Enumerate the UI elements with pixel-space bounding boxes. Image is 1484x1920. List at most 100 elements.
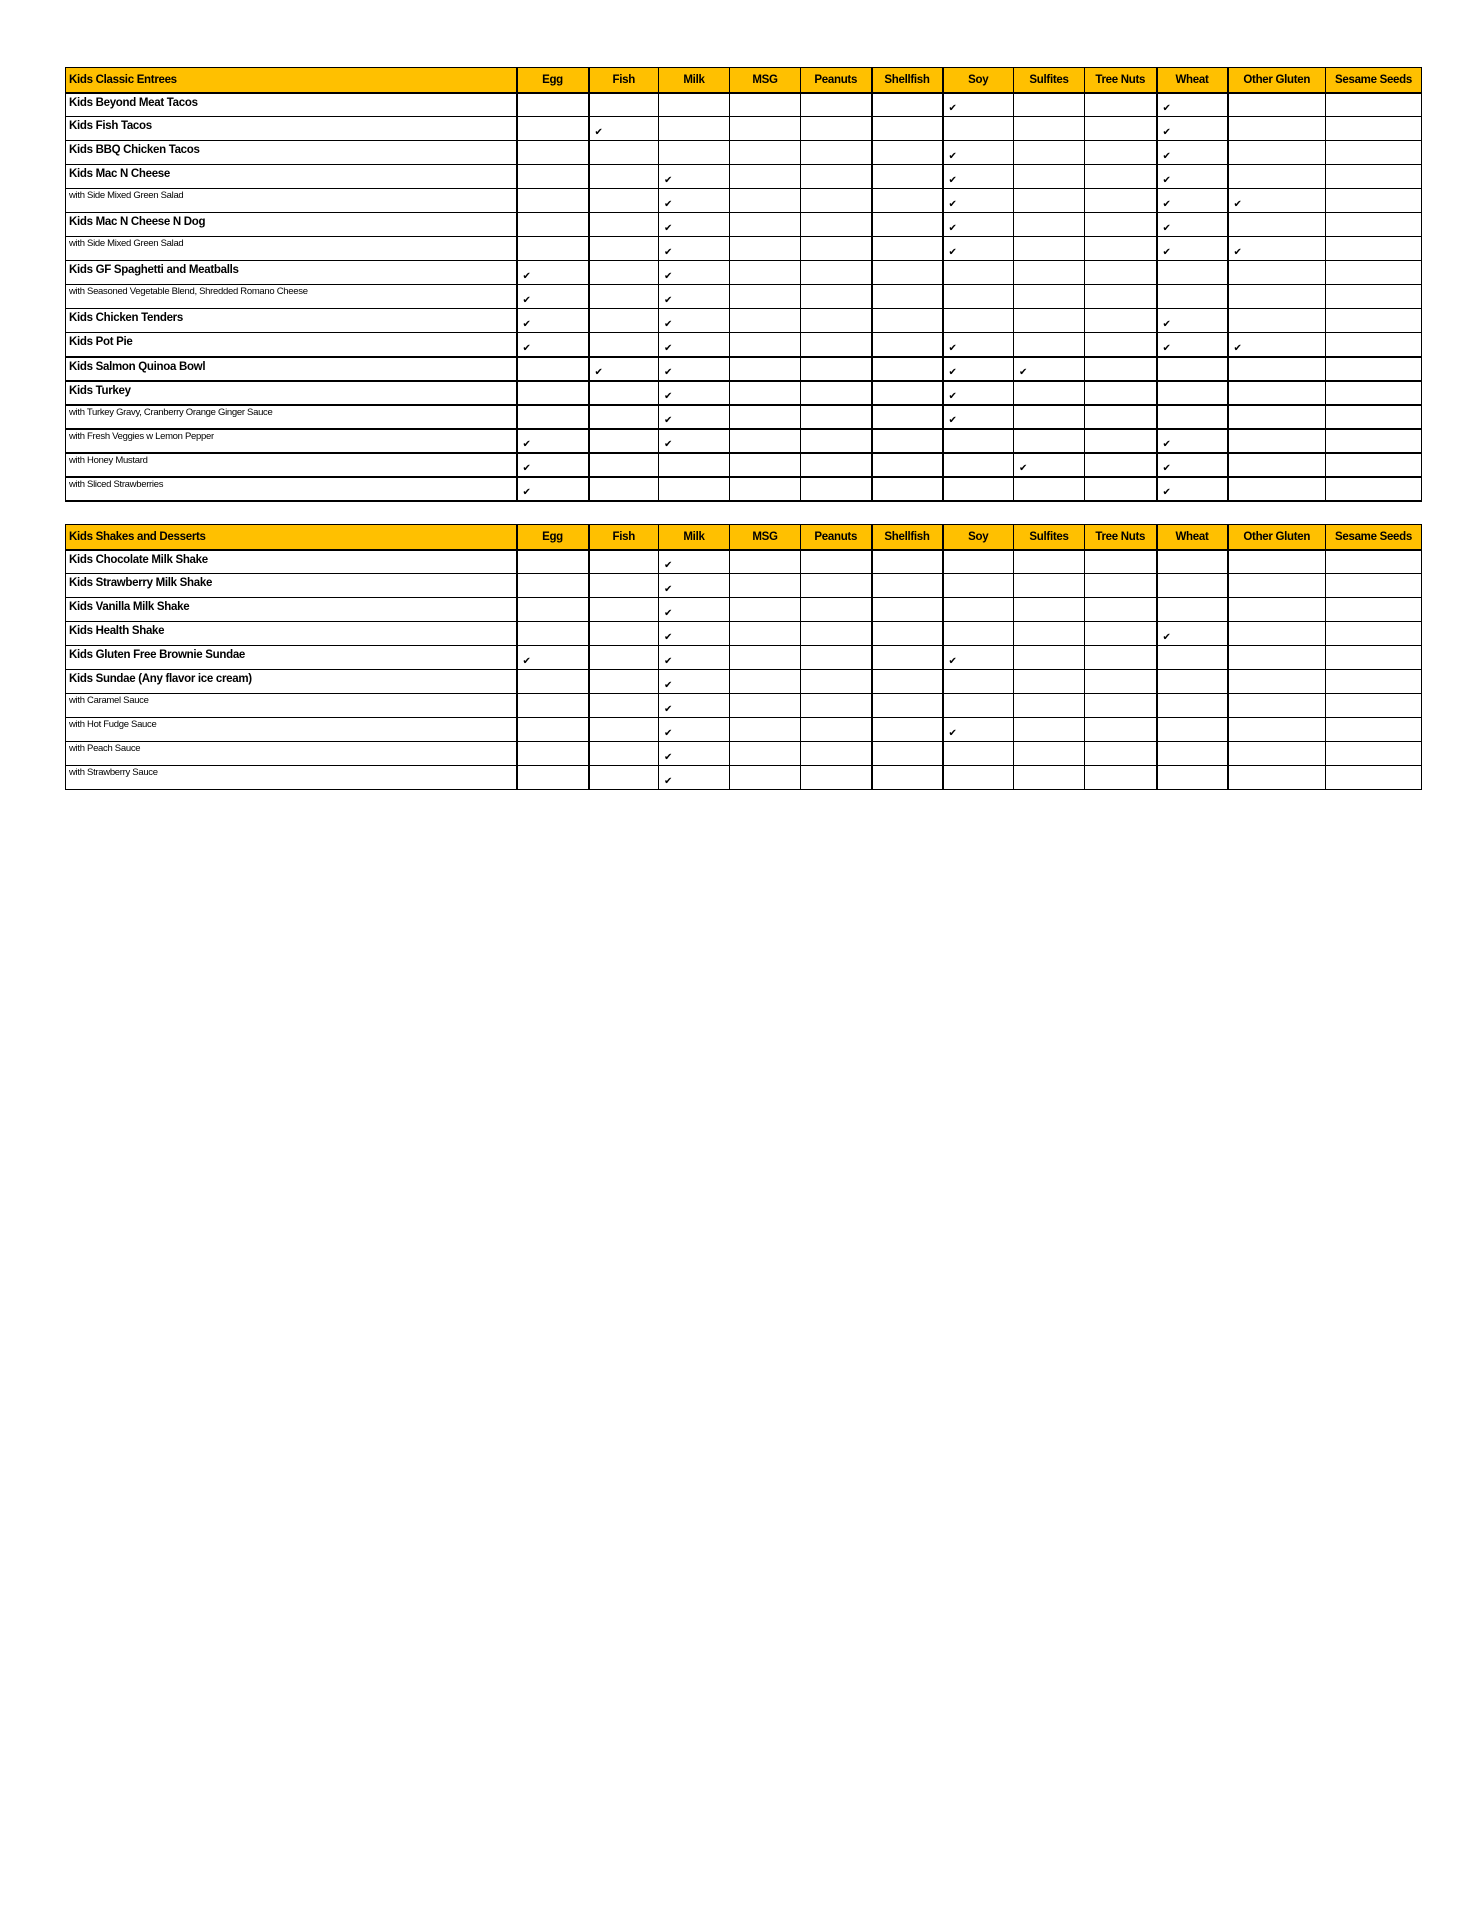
allergen-cell — [1013, 645, 1085, 670]
allergen-cell — [1084, 693, 1157, 718]
allergen-cell — [1013, 573, 1085, 598]
allergen-cell: ✔ — [941, 332, 1014, 358]
allergen-cell — [1325, 380, 1422, 406]
allergen-cell — [1084, 765, 1157, 790]
allergen-cell — [1084, 621, 1157, 646]
allergen-cell — [1325, 693, 1422, 718]
section-title: Kids Shakes and Desserts — [65, 524, 517, 551]
allergen-cell — [870, 236, 943, 261]
allergen-cell — [1325, 452, 1422, 478]
allergen-cell: ✔ — [515, 332, 589, 358]
allergen-cell — [941, 765, 1014, 790]
allergen-cell — [1325, 116, 1422, 141]
check-mark-icon: ✔ — [948, 390, 957, 402]
allergen-cell — [1325, 236, 1422, 261]
section-title: Kids Classic Entrees — [65, 67, 517, 94]
allergen-cell — [515, 693, 589, 718]
allergen-cell: ✔ — [941, 236, 1014, 261]
allergen-cell — [1226, 765, 1326, 790]
allergen-cell: ✔ — [658, 621, 730, 646]
allergen-cell — [1226, 284, 1326, 309]
allergen-cell — [1325, 573, 1422, 598]
allergen-cell — [587, 765, 659, 790]
allergen-cell — [870, 452, 943, 478]
allergen-cell: ✔ — [1155, 188, 1228, 213]
header-row: Kids Shakes and Desserts Egg Fish Milk MSG Pe… — [65, 524, 1422, 551]
check-mark-icon: ✔ — [948, 223, 957, 234]
allergen-cell: ✔ — [587, 356, 659, 382]
allergen-cell: ✔ — [658, 669, 730, 694]
allergen-cell — [1325, 140, 1422, 165]
allergen-cell — [587, 212, 659, 237]
check-mark-icon: ✔ — [1162, 342, 1171, 354]
allergen-cell — [1155, 597, 1228, 622]
allergen-cell — [1013, 380, 1085, 406]
allergen-cell — [1325, 428, 1422, 454]
check-mark-icon: ✔ — [594, 366, 603, 378]
table-row: Kids Beyond Meat Tacos ✔ ✔ — [65, 92, 1422, 117]
allergen-cell — [729, 140, 801, 165]
table-row: Kids GF Spaghetti and Meatballs ✔ ✔ — [65, 260, 1422, 285]
table-row: with Strawberry Sauce ✔ — [65, 765, 1422, 790]
allergen-cell — [870, 765, 943, 790]
allergen-cell: ✔ — [1226, 188, 1326, 213]
column-header-peanuts: Peanuts — [800, 67, 872, 94]
table-row: with Peach Sauce ✔ — [65, 741, 1422, 766]
allergen-cell — [729, 188, 801, 213]
allergen-cell — [729, 597, 801, 622]
allergen-cell — [1084, 140, 1157, 165]
table-row: with Caramel Sauce ✔ — [65, 693, 1422, 718]
allergen-cell: ✔ — [658, 308, 730, 333]
table-row: Kids Gluten Free Brownie Sundae ✔ ✔ ✔ — [65, 645, 1422, 670]
allergen-cell — [870, 212, 943, 237]
check-mark-icon: ✔ — [948, 366, 957, 378]
menu-option-name: with Caramel Sauce — [65, 693, 517, 718]
menu-item-name: Kids Turkey — [65, 380, 517, 406]
allergen-cell — [1226, 573, 1326, 598]
allergen-cell: ✔ — [658, 741, 730, 766]
allergen-cell — [1013, 741, 1085, 766]
check-mark-icon: ✔ — [948, 175, 957, 186]
allergen-cell — [1325, 356, 1422, 382]
check-mark-icon: ✔ — [522, 319, 531, 330]
allergen-cell — [658, 92, 730, 117]
allergen-cell — [1013, 476, 1085, 502]
table-row: Kids Mac N Cheese ✔ ✔ ✔ — [65, 164, 1422, 189]
allergen-cell — [1226, 164, 1326, 189]
allergen-cell — [800, 717, 872, 742]
menu-item-name: Kids Fish Tacos — [65, 116, 517, 141]
column-header-sesame-seeds: Sesame Seeds — [1325, 67, 1422, 94]
menu-option-name: with Honey Mustard — [65, 452, 517, 478]
check-mark-icon: ✔ — [594, 127, 603, 138]
check-mark-icon: ✔ — [664, 271, 673, 282]
check-mark-icon: ✔ — [522, 342, 531, 354]
allergen-cell — [587, 669, 659, 694]
allergen-cell: ✔ — [658, 717, 730, 742]
allergen-cell — [870, 116, 943, 141]
allergen-cell — [587, 476, 659, 502]
check-mark-icon: ✔ — [1162, 486, 1171, 498]
column-header-wheat: Wheat — [1155, 524, 1228, 551]
allergen-cell — [515, 212, 589, 237]
allergen-cell — [1013, 188, 1085, 213]
allergen-cell — [800, 332, 872, 358]
table-row: Kids Turkey ✔ ✔ — [65, 380, 1422, 406]
table-row: with Honey Mustard ✔ ✔ ✔ — [65, 452, 1422, 478]
allergen-cell — [515, 116, 589, 141]
allergen-cell — [515, 717, 589, 742]
allergen-cell — [1226, 645, 1326, 670]
allergen-cell — [587, 404, 659, 430]
allergen-cell — [1226, 428, 1326, 454]
check-mark-icon: ✔ — [664, 319, 673, 330]
allergen-cell — [729, 645, 801, 670]
allergen-cell: ✔ — [1155, 428, 1228, 454]
column-header-shellfish: Shellfish — [870, 524, 943, 551]
column-header-msg: MSG — [729, 524, 801, 551]
allergen-cell — [1013, 236, 1085, 261]
allergen-cell — [515, 164, 589, 189]
allergen-cell — [658, 476, 730, 502]
column-header-tree-nuts: Tree Nuts — [1084, 67, 1157, 94]
allergen-cell: ✔ — [658, 549, 730, 574]
menu-option-name: with Side Mixed Green Salad — [65, 236, 517, 261]
allergen-cell — [1325, 404, 1422, 430]
